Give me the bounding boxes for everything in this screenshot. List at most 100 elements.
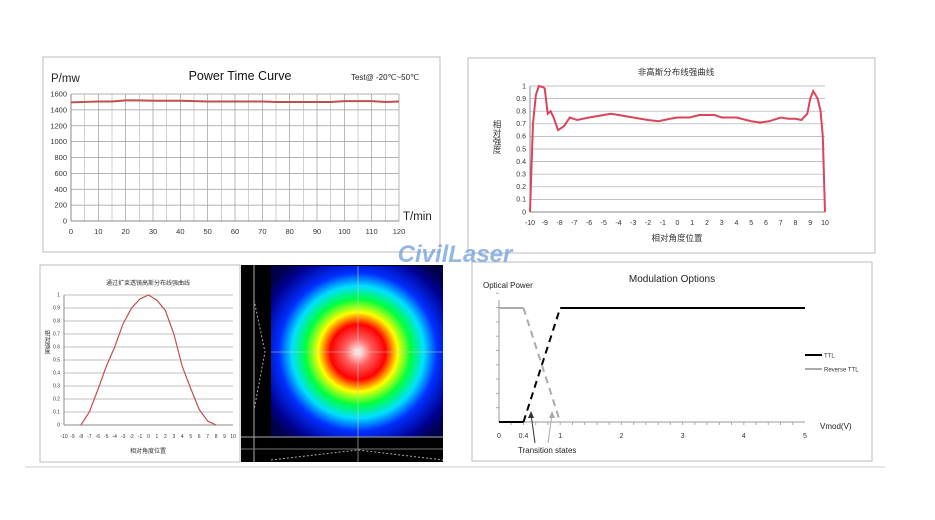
x-tick-label: -6 xyxy=(586,220,592,227)
annotation-arrow xyxy=(547,413,553,444)
y-axis-label: 相对强度 xyxy=(492,119,502,155)
x-tick-label: -6 xyxy=(96,434,101,440)
y-tick-label: 0 xyxy=(57,423,60,429)
chart-title: 通过扩束透镜高斯分布线强曲线 xyxy=(106,279,190,287)
x-tick-label: -3 xyxy=(121,434,126,440)
y-axis-label: Optical Power xyxy=(483,281,533,290)
x-tick-label: 9 xyxy=(808,220,812,227)
x-tick-label: 0.4 xyxy=(519,433,529,440)
x-tick-label: 80 xyxy=(285,227,293,236)
x-tick-label: 60 xyxy=(231,227,239,236)
series-segment-ttl xyxy=(522,307,562,423)
series-segment-reverse-ttl xyxy=(522,307,562,423)
x-tick-label: -9 xyxy=(70,434,75,440)
annotation-text: Transition states xyxy=(518,446,576,455)
x-tick-label: 2 xyxy=(619,433,623,440)
x-tick-label: 0 xyxy=(147,434,150,440)
x-tick-label: -4 xyxy=(112,434,117,440)
x-tick-label: 110 xyxy=(366,227,378,236)
x-tick-label: 10 xyxy=(230,434,236,440)
x-tick-label: 3 xyxy=(720,220,724,227)
beam-spot-heatmap xyxy=(271,266,443,437)
x-tick-label: 1 xyxy=(156,434,159,440)
legend-label: Reverse TTL xyxy=(824,368,859,374)
y-tick-label: 0.7 xyxy=(53,332,60,338)
chart-title: Modulation Options xyxy=(629,274,715,285)
watermark-logo: CivilLaser xyxy=(398,241,514,268)
x-tick-label: 4 xyxy=(742,433,746,440)
x-tick-label: -7 xyxy=(571,220,577,227)
x-tick-label: -8 xyxy=(556,220,562,227)
y-tick-label: 0.6 xyxy=(516,134,526,141)
x-tick-label: 0 xyxy=(497,433,501,440)
x-tick-label: -1 xyxy=(660,220,666,227)
y-tick-label: 800 xyxy=(54,153,67,162)
x-tick-label: -2 xyxy=(129,434,134,440)
x-tick-label: 50 xyxy=(203,227,211,236)
x-tick-label: 3 xyxy=(681,433,685,440)
x-tick-label: 10 xyxy=(94,227,102,236)
x-tick-label: 9 xyxy=(223,434,226,440)
profile-y-curve xyxy=(253,299,266,411)
x-tick-label: 0 xyxy=(69,227,73,236)
x-tick-label: 5 xyxy=(749,220,753,227)
x-axis-label: 相对角度位置 xyxy=(130,447,166,455)
y-tick-label: 200 xyxy=(54,201,67,210)
y-tick-label: 0.8 xyxy=(53,319,60,325)
y-tick-label: 0.1 xyxy=(53,410,60,416)
x-tick-label: 5 xyxy=(803,433,807,440)
x-tick-label: 6 xyxy=(764,220,768,227)
y-tick-label: 0.6 xyxy=(53,345,60,351)
x-tick-label: 40 xyxy=(176,227,184,236)
x-tick-label: -9 xyxy=(542,220,548,227)
y-tick-label: 1000 xyxy=(50,137,67,146)
x-tick-label: 3 xyxy=(172,434,175,440)
chart-subtitle: Test@ -20℃~50℃ xyxy=(351,73,419,82)
legend-label: TTL xyxy=(824,354,835,360)
x-tick-label: 5 xyxy=(189,434,192,440)
y-tick-label: 0.3 xyxy=(53,384,60,390)
x-tick-label: 2 xyxy=(705,220,709,227)
x-tick-label: -5 xyxy=(601,220,607,227)
y-tick-label: 1 xyxy=(522,83,526,90)
x-tick-label: 30 xyxy=(149,227,157,236)
x-tick-label: 10 xyxy=(821,220,829,227)
annotation-arrow xyxy=(530,413,536,444)
x-tick-label: -8 xyxy=(79,434,84,440)
y-tick-label: 600 xyxy=(54,169,67,178)
x-tick-label: 0 xyxy=(676,220,680,227)
profile-x-curve xyxy=(270,449,444,461)
y-tick-label: 0.9 xyxy=(53,306,60,312)
x-tick-label: 1 xyxy=(690,220,694,227)
x-tick-label: -7 xyxy=(87,434,92,440)
y-tick-label: 1200 xyxy=(50,121,67,130)
power-time-panel xyxy=(42,56,441,253)
y-tick-label: 400 xyxy=(54,185,67,194)
x-tick-label: 70 xyxy=(258,227,266,236)
y-tick-label: 0.8 xyxy=(516,109,526,116)
x-tick-label: 4 xyxy=(735,220,739,227)
x-tick-label: 7 xyxy=(779,220,783,227)
y-tick-label: 0.2 xyxy=(53,397,60,403)
x-tick-label: 2 xyxy=(164,434,167,440)
y-tick-label: 1400 xyxy=(50,105,67,114)
y-tick-label: 0.9 xyxy=(516,96,526,103)
chart-title: Power Time Curve xyxy=(189,69,292,83)
y-tick-label: 1 xyxy=(57,293,60,299)
gaussian-panel xyxy=(39,264,241,463)
y-tick-label: 0.1 xyxy=(516,197,526,204)
x-tick-label: -2 xyxy=(645,220,651,227)
x-axis-label: T/min xyxy=(403,211,432,223)
x-tick-label: -4 xyxy=(615,220,621,227)
annotation-arrowhead xyxy=(549,411,555,418)
x-tick-label: 8 xyxy=(794,220,798,227)
x-tick-label: -5 xyxy=(104,434,109,440)
y-tick-label: 0 xyxy=(522,209,526,216)
modulation-panel xyxy=(471,261,873,462)
y-tick-label: 0.2 xyxy=(516,184,526,191)
y-tick-label: 0 xyxy=(63,217,67,226)
x-tick-label: -3 xyxy=(630,220,636,227)
non-gaussian-panel xyxy=(467,57,876,254)
